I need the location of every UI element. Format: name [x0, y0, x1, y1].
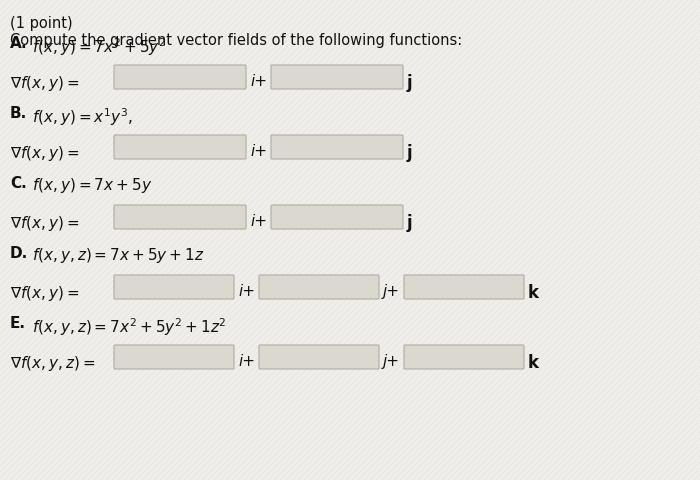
Text: j: j [407, 144, 412, 162]
Text: j: j [407, 74, 412, 92]
Text: i+: i+ [238, 283, 255, 299]
Text: Compute the gradient vector fields of the following functions:: Compute the gradient vector fields of th… [10, 33, 462, 48]
Text: A.: A. [10, 36, 27, 51]
Text: $f(x, y) = x^1y^3,$: $f(x, y) = x^1y^3,$ [32, 106, 133, 127]
Text: $f(x, y) = 7x^2 + 5y^2$: $f(x, y) = 7x^2 + 5y^2$ [32, 36, 167, 58]
Text: $f(x, y, z) = 7x^2 + 5y^2 + 1z^2$: $f(x, y, z) = 7x^2 + 5y^2 + 1z^2$ [32, 315, 227, 337]
Text: i+: i+ [250, 144, 267, 159]
Text: j: j [407, 214, 412, 231]
FancyBboxPatch shape [114, 276, 234, 300]
Text: E.: E. [10, 315, 26, 330]
Text: $\nabla f(x, y) =$: $\nabla f(x, y) =$ [10, 214, 80, 232]
Text: $\nabla f(x, y) =$: $\nabla f(x, y) =$ [10, 283, 80, 302]
FancyBboxPatch shape [259, 345, 379, 369]
FancyBboxPatch shape [114, 136, 246, 160]
FancyBboxPatch shape [271, 66, 403, 90]
Text: $\nabla f(x, y) =$: $\nabla f(x, y) =$ [10, 74, 80, 93]
Text: B.: B. [10, 106, 27, 121]
Text: (1 point): (1 point) [10, 16, 73, 31]
FancyBboxPatch shape [404, 276, 524, 300]
Text: $\nabla f(x, y, z) =$: $\nabla f(x, y, z) =$ [10, 353, 95, 372]
Text: i+: i+ [238, 353, 255, 368]
Text: j+: j+ [383, 283, 400, 299]
FancyBboxPatch shape [259, 276, 379, 300]
Text: j+: j+ [383, 353, 400, 368]
Text: k: k [528, 283, 539, 301]
Text: i+: i+ [250, 214, 267, 228]
Text: k: k [528, 353, 539, 371]
FancyBboxPatch shape [404, 345, 524, 369]
Text: D.: D. [10, 245, 28, 261]
Text: $f(x, y) = 7x + 5y$: $f(x, y) = 7x + 5y$ [32, 176, 152, 194]
FancyBboxPatch shape [114, 205, 246, 229]
FancyBboxPatch shape [114, 66, 246, 90]
Text: C.: C. [10, 176, 27, 191]
Text: i+: i+ [250, 74, 267, 89]
Text: $f(x, y, z) = 7x + 5y + 1z$: $f(x, y, z) = 7x + 5y + 1z$ [32, 245, 204, 264]
FancyBboxPatch shape [271, 205, 403, 229]
FancyBboxPatch shape [114, 345, 234, 369]
FancyBboxPatch shape [271, 136, 403, 160]
Text: $\nabla f(x, y) =$: $\nabla f(x, y) =$ [10, 144, 80, 163]
